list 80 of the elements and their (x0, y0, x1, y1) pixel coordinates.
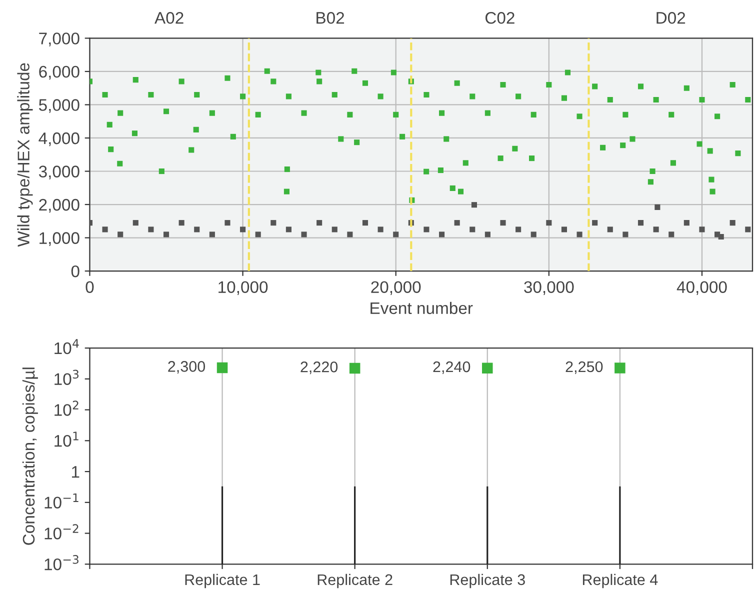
y-tick-label: 0 (71, 265, 80, 278)
point (699, 226, 705, 232)
x-tick-label: 40,000 (676, 281, 727, 295)
point (362, 220, 368, 226)
point (484, 232, 490, 238)
point (286, 226, 292, 232)
x-tick-label: Replicate 4 (582, 574, 658, 588)
data-label: 2,300 (168, 361, 206, 374)
y-tick-label: 10$^{−2}$ (44, 524, 78, 540)
band-label: A02 (154, 12, 184, 24)
point (530, 232, 536, 238)
point (102, 226, 108, 232)
point (730, 220, 736, 226)
point (255, 232, 261, 238)
x-tick-label: 0 (86, 281, 94, 293)
point (178, 220, 184, 226)
x-tick-label: Replicate 2 (318, 574, 392, 588)
band-label: B02 (316, 12, 344, 24)
point (316, 220, 322, 226)
y-tick-label: 5,000 (38, 99, 80, 113)
point (471, 202, 477, 208)
data-label: 2,240 (433, 361, 470, 374)
point (301, 232, 307, 238)
point (654, 204, 660, 210)
point (607, 226, 613, 232)
point (622, 232, 628, 238)
x-tick-label: Replicate 3 (450, 574, 525, 588)
y-tick-label: 1,000 (40, 232, 80, 246)
point (668, 232, 674, 238)
point (684, 220, 690, 226)
point (148, 226, 154, 232)
x-tick-label: 10,000 (218, 281, 268, 295)
x-axis-title: Event number (370, 302, 473, 314)
y-axis-title: Wild type/HEX amplitude (17, 63, 33, 247)
point (470, 226, 476, 232)
y-tick-label: 7,000 (39, 32, 80, 46)
x-tick-label: 30,000 (524, 281, 574, 295)
point (132, 220, 138, 226)
point (546, 220, 552, 226)
y-tick-label: 2,000 (39, 198, 80, 213)
point (332, 226, 338, 232)
point (347, 232, 353, 238)
y-tick-label: 10$^{−3}$ (44, 555, 78, 570)
point (424, 226, 430, 232)
y-tick-label: 6,000 (39, 66, 80, 80)
point (378, 226, 384, 232)
data-label: 2,250 (566, 361, 603, 374)
point (592, 220, 598, 226)
point (745, 226, 751, 232)
y-tick-label: 10$^{−1}$ (44, 493, 78, 509)
point (638, 220, 644, 226)
band-label: C02 (485, 12, 514, 24)
point (561, 226, 567, 232)
point (576, 232, 582, 238)
x-tick-label: 20,000 (371, 281, 421, 295)
point (438, 232, 445, 238)
data-label: 2,220 (300, 362, 338, 374)
band-label: D02 (656, 12, 686, 24)
y-tick-label: 4,000 (38, 132, 80, 146)
y-tick-label: 1 (72, 466, 80, 478)
point (240, 226, 246, 232)
point (653, 226, 659, 232)
point (718, 234, 724, 240)
x-tick-label: Replicate 1 (185, 574, 260, 588)
y-tick-label: 10$^{1}$ (54, 432, 78, 447)
point (516, 226, 522, 232)
y-axis-title: Concentration, copies/µl (22, 368, 38, 545)
y-tick-label: 10$^{3}$ (54, 370, 79, 385)
point (500, 220, 506, 226)
y-tick-label: 3,000 (38, 166, 80, 180)
point (118, 232, 124, 238)
point (270, 220, 276, 226)
point (454, 220, 460, 226)
point (393, 232, 399, 238)
point (194, 226, 200, 232)
point (163, 232, 170, 238)
y-tick-label: 10$^{2}$ (54, 400, 78, 416)
point (224, 220, 230, 226)
point (209, 232, 215, 238)
y-tick-label: 10$^{4}$ (54, 339, 79, 354)
